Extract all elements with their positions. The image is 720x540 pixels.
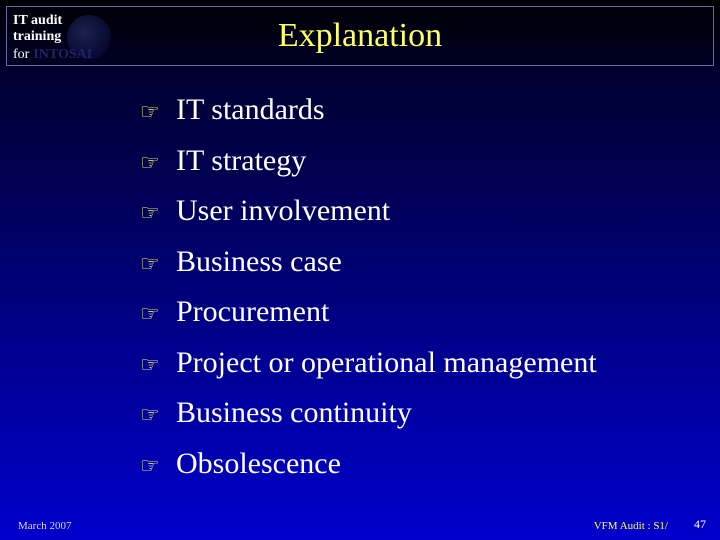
list-item: ☞ Procurement bbox=[140, 292, 690, 333]
content-list: ☞ IT standards ☞ IT strategy ☞ User invo… bbox=[140, 90, 690, 494]
pointing-hand-icon: ☞ bbox=[140, 301, 176, 327]
list-item-text: IT strategy bbox=[176, 141, 306, 182]
pointing-hand-icon: ☞ bbox=[140, 453, 176, 479]
pointing-hand-icon: ☞ bbox=[140, 352, 176, 378]
logo-org: INTOSAI bbox=[33, 47, 92, 62]
list-item-text: Obsolescence bbox=[176, 444, 341, 485]
list-item: ☞ IT standards bbox=[140, 90, 690, 131]
logo-text: IT audit training for INTOSAI bbox=[13, 13, 125, 64]
slide: IT audit training for INTOSAI Explanatio… bbox=[0, 0, 720, 540]
pointing-hand-icon: ☞ bbox=[140, 251, 176, 277]
list-item: ☞ Project or operational management bbox=[140, 343, 690, 384]
logo-line-2: training bbox=[13, 29, 125, 45]
pointing-hand-icon: ☞ bbox=[140, 150, 176, 176]
logo-line-3: for INTOSAI bbox=[13, 45, 125, 63]
footer-date: March 2007 bbox=[18, 520, 71, 532]
list-item-text: User involvement bbox=[176, 191, 390, 232]
footer-page-number: 47 bbox=[694, 517, 706, 532]
pointing-hand-icon: ☞ bbox=[140, 402, 176, 428]
footer: March 2007 VFM Audit : S1/ 47 bbox=[0, 508, 720, 532]
footer-reference: VFM Audit : S1/ bbox=[594, 520, 668, 532]
logo-line-1: IT audit bbox=[13, 13, 125, 29]
list-item-text: IT standards bbox=[176, 90, 325, 131]
list-item: ☞ Business continuity bbox=[140, 393, 690, 434]
list-item-text: Business continuity bbox=[176, 393, 412, 434]
header-box: IT audit training for INTOSAI Explanatio… bbox=[6, 6, 714, 66]
list-item: ☞ Obsolescence bbox=[140, 444, 690, 485]
logo-block: IT audit training for INTOSAI bbox=[13, 13, 125, 61]
list-item-text: Business case bbox=[176, 242, 342, 283]
list-item: ☞ IT strategy bbox=[140, 141, 690, 182]
pointing-hand-icon: ☞ bbox=[140, 99, 176, 125]
logo-prefix: for bbox=[13, 47, 29, 62]
list-item-text: Procurement bbox=[176, 292, 329, 333]
list-item: ☞ Business case bbox=[140, 242, 690, 283]
list-item: ☞ User involvement bbox=[140, 191, 690, 232]
list-item-text: Project or operational management bbox=[176, 343, 597, 384]
pointing-hand-icon: ☞ bbox=[140, 200, 176, 226]
